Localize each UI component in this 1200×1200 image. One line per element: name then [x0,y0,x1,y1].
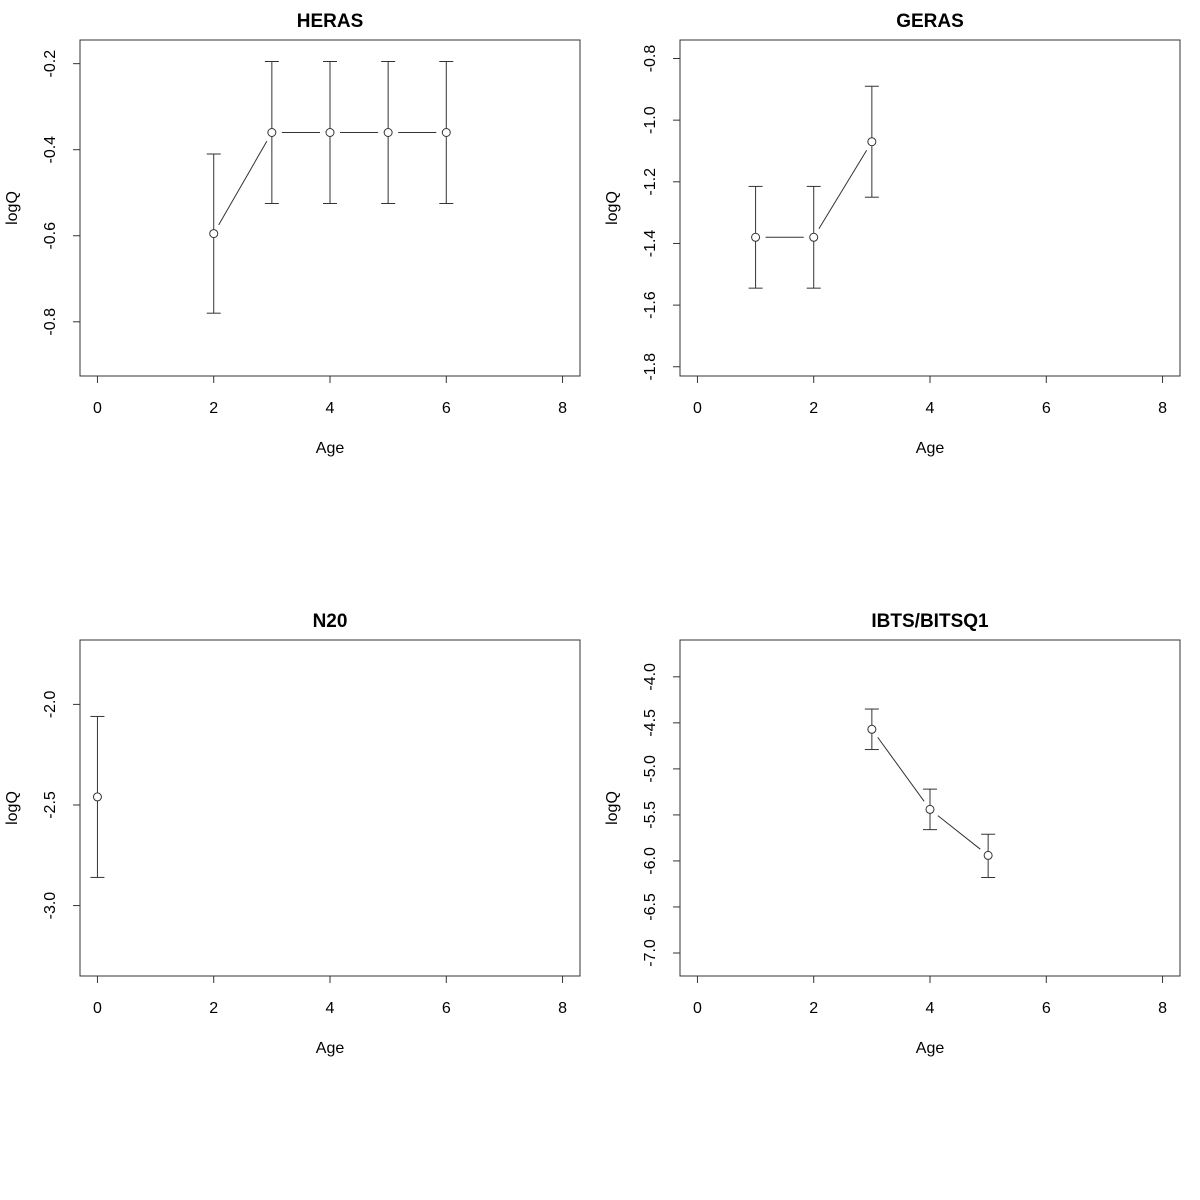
chart-panel-2: GERAS 0 2 4 6 8 Age -0.8 -1.0 -1.2 -1.4 -1.6 -1.8 log… [604,11,1181,457]
series-line-segment [877,737,925,802]
chart-title: HERAS [297,11,364,32]
y-tick-label: -4.0 [642,663,659,691]
y-tick-label: -0.4 [42,136,59,164]
y-tick-label: -1.0 [642,106,659,134]
y-tick-label: -2.0 [42,691,59,719]
x-tick-label: 2 [809,1000,818,1017]
data-point [209,229,219,239]
y-tick-label: -1.4 [642,230,659,258]
y-tick-label: -4.5 [642,709,659,737]
x-tick-label: 4 [326,1000,335,1017]
chart-panel-3: N20 0 2 4 6 8 Age -2.0 -2.5 -3.0 logQ [4,611,581,1057]
data-point [267,127,277,137]
plot-frame [679,39,1181,377]
y-tick-label: -2.5 [42,791,59,819]
series-line-segment [218,140,268,226]
x-tick-label: 4 [926,400,935,417]
x-tick-label: 6 [1042,1000,1051,1017]
y-axis-label: logQ [4,791,21,825]
x-tick-label: 6 [1042,400,1051,417]
x-tick-label: 0 [693,400,702,417]
x-tick-label: 0 [93,400,102,417]
y-tick-label: -1.6 [642,291,659,319]
series-line-segment [818,150,868,230]
x-tick-label: 2 [209,1000,218,1017]
chart-title: N20 [313,611,348,632]
y-tick-label: -5.5 [642,801,659,829]
y-tick-label: -1.8 [642,353,659,381]
series-line-segment [937,815,981,850]
y-tick-label: -3.0 [42,892,59,920]
y-tick-label: -0.2 [42,50,59,78]
y-tick-label: -0.8 [642,45,659,73]
data-point [92,792,102,802]
x-axis-label: Age [916,440,945,457]
y-tick-label: -5.0 [642,755,659,783]
data-point [925,804,935,814]
x-tick-label: 4 [326,400,335,417]
y-axis-label: logQ [604,191,621,225]
chart-panel-1: HERAS 0 2 4 6 8 Age -0.2 -0.4 -0.6 -0.8 logQ [4,11,581,457]
x-tick-label: 8 [558,1000,567,1017]
y-tick-label: -6.5 [642,893,659,921]
x-axis-label: Age [916,1040,945,1057]
x-tick-label: 0 [93,1000,102,1017]
y-axis-label: logQ [4,191,21,225]
data-point [867,137,877,147]
data-point [325,127,335,137]
x-tick-label: 0 [693,1000,702,1017]
data-point [751,232,761,242]
y-tick-label: -0.8 [42,308,59,336]
chart-title: GERAS [896,11,964,32]
data-point [383,127,393,137]
y-axis-label: logQ [604,791,621,825]
x-tick-label: 2 [209,400,218,417]
x-tick-label: 4 [926,1000,935,1017]
y-tick-label: -7.0 [642,939,659,967]
x-tick-label: 8 [1158,400,1167,417]
plot-frame [79,639,581,977]
x-tick-label: 8 [1158,1000,1167,1017]
x-axis-label: Age [316,1040,345,1057]
x-tick-label: 2 [809,400,818,417]
y-tick-label: -1.2 [642,168,659,196]
data-point [441,127,451,137]
data-point [867,724,877,734]
data-point [809,232,819,242]
y-tick-label: -6.0 [642,847,659,875]
chart-panel-4: IBTS/BITSQ1 0 2 4 6 8 Age -4.0 -4.5 -5.0 -5.5 -6.0 -… [604,611,1181,1057]
data-point [983,850,993,860]
x-tick-label: 8 [558,400,567,417]
y-tick-label: -0.6 [42,222,59,250]
x-axis-label: Age [316,440,345,457]
x-tick-label: 6 [442,1000,451,1017]
x-tick-label: 6 [442,400,451,417]
chart-title: IBTS/BITSQ1 [871,611,989,632]
